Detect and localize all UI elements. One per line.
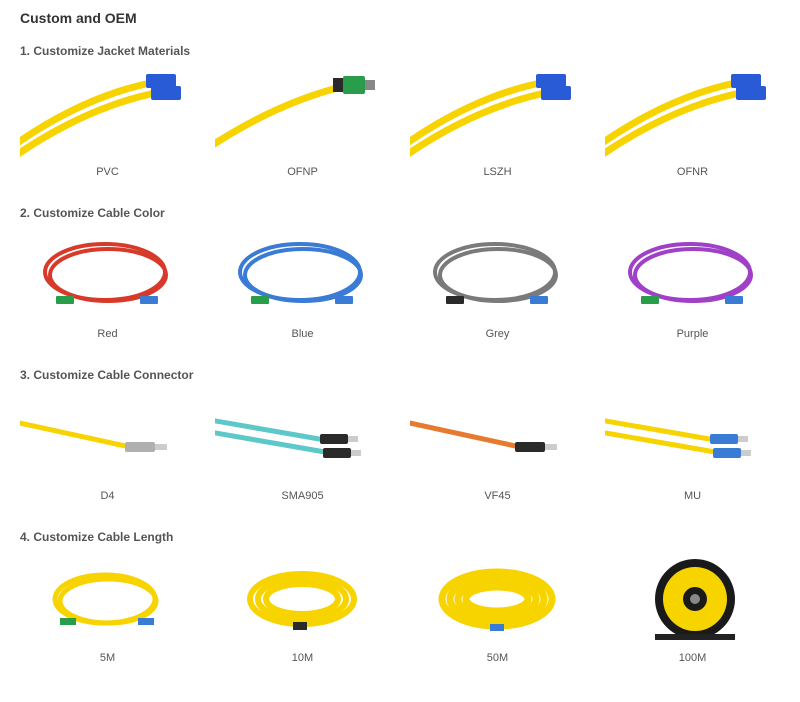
product-thumb xyxy=(605,392,780,482)
product-caption: Blue xyxy=(291,328,313,340)
product-cell: VF45 xyxy=(410,392,585,502)
product-cell: LSZH xyxy=(410,68,585,178)
product-thumb xyxy=(410,230,585,320)
product-caption: OFNP xyxy=(287,166,318,178)
product-caption: LSZH xyxy=(483,166,511,178)
product-cell: PVC xyxy=(20,68,195,178)
sections-container: 1. Customize Jacket Materials PVC OFNP L… xyxy=(20,44,780,664)
product-thumb xyxy=(410,68,585,158)
product-caption: Red xyxy=(97,328,117,340)
product-caption: VF45 xyxy=(484,490,510,502)
product-thumb xyxy=(20,230,195,320)
product-cell: 5M xyxy=(20,554,195,664)
product-caption: D4 xyxy=(100,490,114,502)
product-cell: OFNP xyxy=(215,68,390,178)
product-grid: Red Blue Grey Purple xyxy=(20,230,780,340)
product-caption: MU xyxy=(684,490,701,502)
product-grid: PVC OFNP LSZH OFNR xyxy=(20,68,780,178)
product-thumb xyxy=(410,392,585,482)
product-cell: Blue xyxy=(215,230,390,340)
product-thumb xyxy=(215,554,390,644)
product-thumb xyxy=(20,68,195,158)
section-title: 1. Customize Jacket Materials xyxy=(20,44,780,58)
product-thumb xyxy=(20,554,195,644)
product-caption: 100M xyxy=(679,652,707,664)
product-caption: 50M xyxy=(487,652,508,664)
product-thumb xyxy=(215,68,390,158)
product-cell: SMA905 xyxy=(215,392,390,502)
section-title: 3. Customize Cable Connector xyxy=(20,368,780,382)
product-grid: 5M 10M 50M 100M xyxy=(20,554,780,664)
product-thumb xyxy=(605,230,780,320)
product-cell: 100M xyxy=(605,554,780,664)
product-caption: PVC xyxy=(96,166,119,178)
product-thumb xyxy=(215,392,390,482)
product-cell: 10M xyxy=(215,554,390,664)
section-title: 2. Customize Cable Color xyxy=(20,206,780,220)
product-cell: Red xyxy=(20,230,195,340)
product-cell: Purple xyxy=(605,230,780,340)
product-caption: SMA905 xyxy=(281,490,323,502)
product-thumb xyxy=(605,68,780,158)
page-title: Custom and OEM xyxy=(20,10,780,26)
product-caption: OFNR xyxy=(677,166,708,178)
product-cell: 50M xyxy=(410,554,585,664)
product-caption: Grey xyxy=(486,328,510,340)
product-thumb xyxy=(215,230,390,320)
product-thumb xyxy=(20,392,195,482)
product-cell: Grey xyxy=(410,230,585,340)
product-thumb xyxy=(410,554,585,644)
product-thumb xyxy=(605,554,780,644)
product-caption: 5M xyxy=(100,652,115,664)
product-caption: Purple xyxy=(677,328,709,340)
section-title: 4. Customize Cable Length xyxy=(20,530,780,544)
product-cell: OFNR xyxy=(605,68,780,178)
product-grid: D4 SMA905 VF45 MU xyxy=(20,392,780,502)
product-cell: MU xyxy=(605,392,780,502)
product-caption: 10M xyxy=(292,652,313,664)
product-cell: D4 xyxy=(20,392,195,502)
